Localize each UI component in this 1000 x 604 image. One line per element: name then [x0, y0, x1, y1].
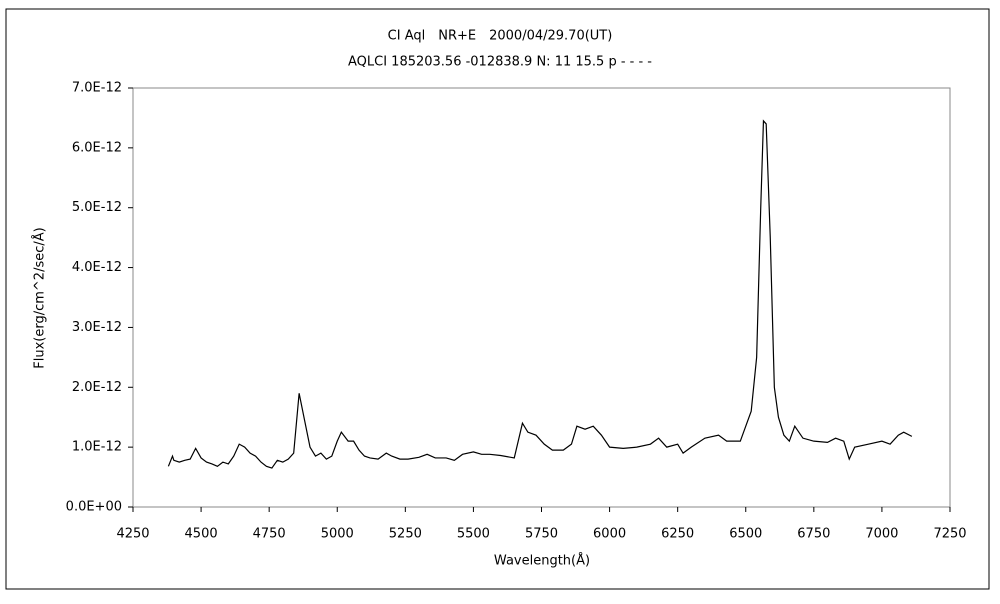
- x-tick-label: 5250: [389, 527, 422, 542]
- chart-title: CI Aql NR+E 2000/04/29.70(UT): [388, 29, 613, 44]
- x-axis-label: Wavelength(Å): [494, 553, 590, 569]
- x-tick-label: 6750: [797, 527, 830, 542]
- x-tick-label: 4250: [116, 527, 149, 542]
- x-tick-label: 5750: [525, 527, 558, 542]
- x-tick-label: 4750: [253, 527, 286, 542]
- x-tick-label: 6500: [729, 527, 762, 542]
- y-tick-label: 4.0E-12: [72, 260, 122, 275]
- y-tick-label: 6.0E-12: [72, 140, 122, 155]
- x-tick-label: 7250: [933, 527, 966, 542]
- chart-frame: [5, 8, 990, 590]
- x-tick-label: 4500: [185, 527, 218, 542]
- y-tick-label: 5.0E-12: [72, 200, 122, 215]
- y-tick-label: 2.0E-12: [72, 380, 122, 395]
- y-tick-label: 0.0E+00: [66, 500, 122, 515]
- y-tick-label: 3.0E-12: [72, 320, 122, 335]
- x-tick-label: 6250: [661, 527, 694, 542]
- x-tick-label: 5500: [457, 527, 490, 542]
- x-tick-label: 7000: [865, 527, 898, 542]
- spectrum-line: [167, 119, 913, 469]
- y-axis-label: Flux(erg/cm^2/sec/Å): [32, 227, 48, 368]
- x-tick-label: 6000: [593, 527, 626, 542]
- chart-subtitle: AQLCI 185203.56 -012838.9 N: 11 15.5 p -…: [348, 55, 652, 70]
- y-tick-label: 1.0E-12: [72, 440, 122, 455]
- y-tick-label: 7.0E-12: [72, 81, 122, 96]
- x-tick-label: 5000: [321, 527, 354, 542]
